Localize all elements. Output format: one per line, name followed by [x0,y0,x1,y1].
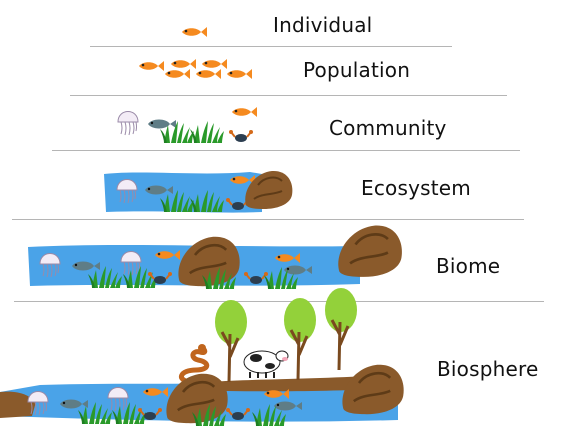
snake [179,344,210,385]
community-organisms [117,107,257,143]
fish-population [139,59,252,79]
divider-1 [90,46,452,47]
level-label-community: Community [329,116,447,140]
cow [243,350,289,378]
divider-4 [12,219,524,220]
level-label-population: Population [303,58,411,82]
ecosystem-scene [104,169,294,213]
level-label-biosphere: Biosphere [437,357,539,381]
fish-individual [182,27,207,37]
level-label-individual: Individual [273,13,373,37]
divider-2 [70,95,507,96]
level-label-ecosystem: Ecosystem [361,176,471,200]
divider-3 [52,150,520,151]
biome-scene [28,224,404,289]
level-label-biome: Biome [436,254,501,278]
biosphere-scene [0,286,405,426]
divider-5 [14,301,544,302]
